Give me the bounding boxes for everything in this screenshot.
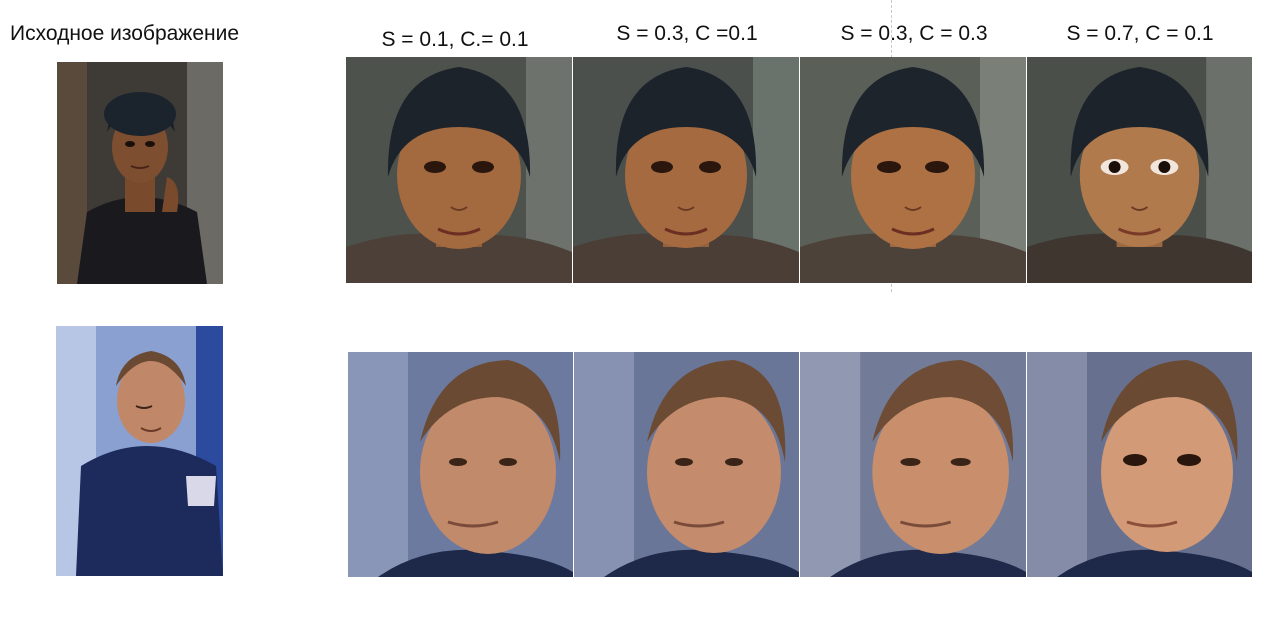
result-photo-man-s07-c01 [1027, 352, 1252, 577]
result-photo-woman-s07-c01 [1027, 57, 1252, 283]
result-photo-man-s01-c01 [348, 352, 573, 577]
source-photo-man [56, 326, 223, 576]
result-photo-man-s03-c03 [800, 352, 1026, 577]
column-header-s03-c01: S = 0.3, C =0.1 [616, 22, 758, 45]
source-photo-woman [57, 62, 223, 284]
result-photo-woman-s03-c01 [573, 57, 799, 283]
column-header-s03-c03: S = 0.3, C = 0.3 [840, 22, 988, 45]
result-photo-woman-s03-c03 [800, 57, 1026, 283]
column-header-s01-c01: S = 0.1, C.= 0.1 [381, 28, 529, 51]
result-photo-woman-s01-c01 [346, 57, 572, 283]
source-image-title: Исходное изображение [10, 22, 240, 45]
result-photo-man-s03-c01 [574, 352, 799, 577]
column-header-s07-c01: S = 0.7, C = 0.1 [1066, 22, 1214, 45]
